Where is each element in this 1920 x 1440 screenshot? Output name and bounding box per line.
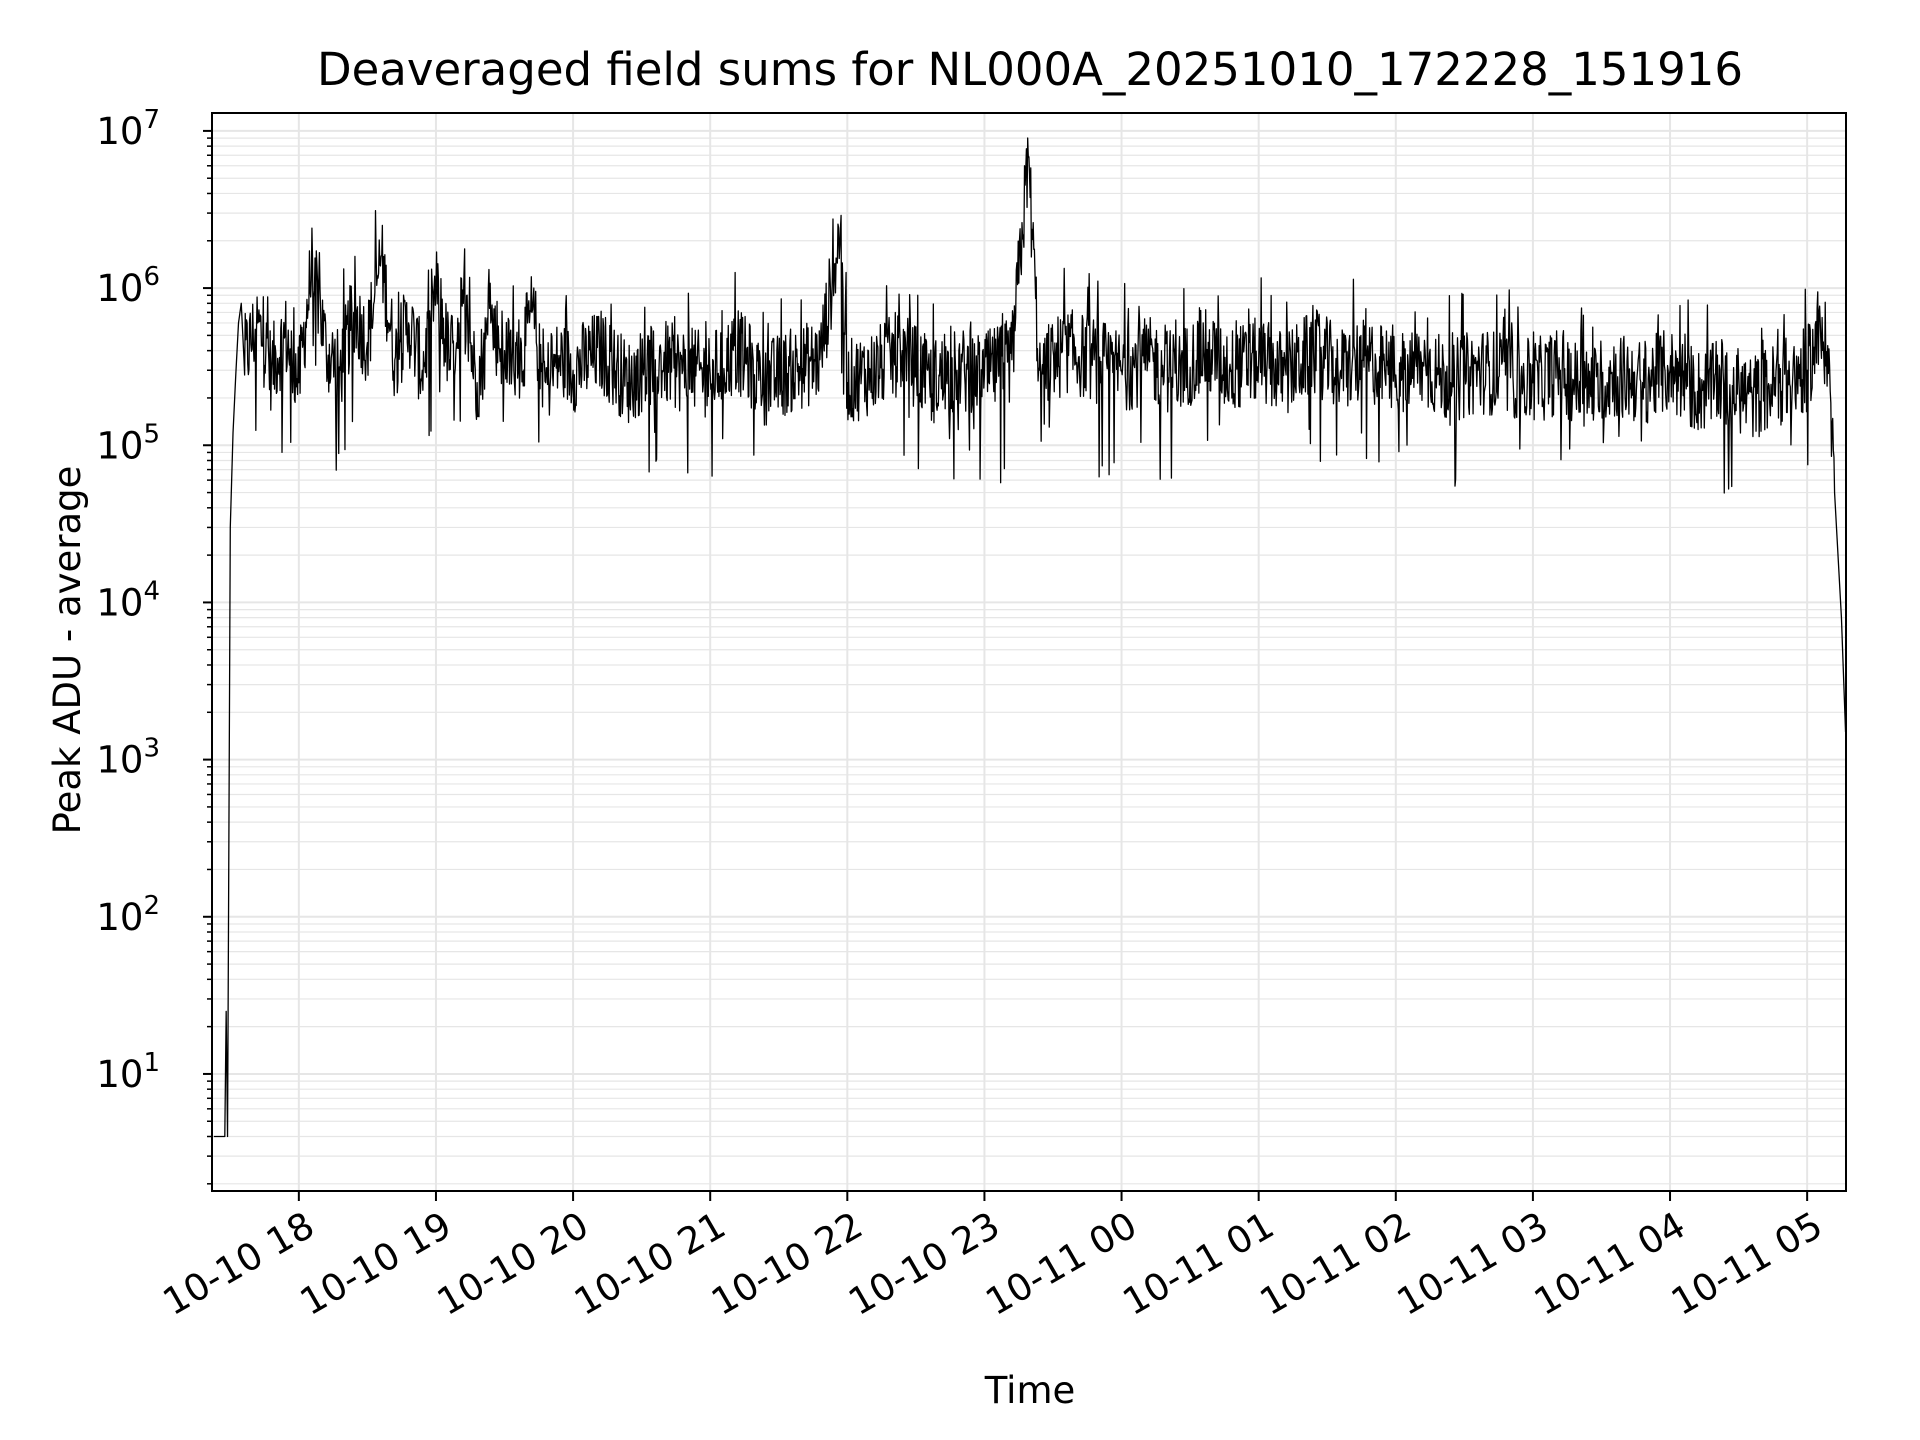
y-tick-label: 102	[96, 891, 160, 939]
x-axis-label: Time	[984, 1369, 1076, 1412]
y-tick-label: 101	[96, 1048, 160, 1096]
y-tick-label: 103	[96, 734, 160, 782]
plot-frame	[211, 112, 1847, 1192]
grid-layer	[212, 113, 1846, 1191]
y-tick-label: 106	[96, 262, 160, 310]
y-tick-label: 107	[96, 105, 160, 153]
series-line	[213, 137, 1847, 1138]
data-layer	[213, 137, 1847, 1138]
y-axis-label: Peak ADU - average	[46, 466, 89, 835]
chart-title: Deaveraged field sums for NL000A_2025101…	[317, 43, 1743, 96]
y-tick-label: 104	[96, 576, 160, 624]
y-tick-label: 105	[96, 419, 160, 467]
